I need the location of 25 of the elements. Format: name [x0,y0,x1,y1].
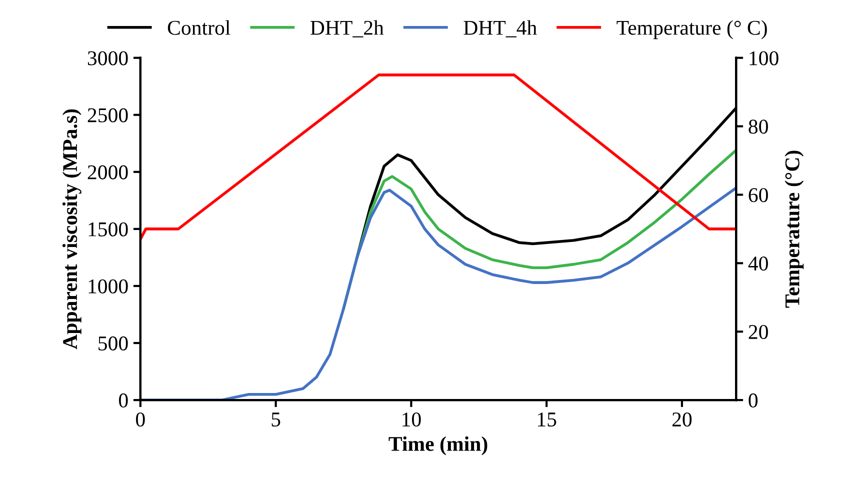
y-tick-label: 500 [98,336,128,350]
y-tick-label: 1000 [88,279,128,294]
y2-axis-title: Temperature (°C) [784,150,804,308]
y-tick-label: 1500 [88,222,128,236]
legend-label: DHT_4h [464,20,537,38]
x-tick-label: 0 [136,412,145,427]
legend-label: DHT_2h [310,20,384,38]
x-tick-label: 10 [402,412,421,427]
x-axis-title: Time (min) [388,436,488,456]
y2-tick-label: 40 [748,256,768,271]
y2-tick-label: 0 [748,393,758,408]
y-tick-label: 2000 [88,165,128,180]
y2-tick-label: 60 [748,188,768,202]
y-tick-label: 2500 [88,108,128,122]
x-tick-label: 15 [538,412,556,427]
x-tick-label: 20 [672,412,692,427]
y2-tick-label: 80 [748,120,768,134]
x-tick-label: 5 [272,412,280,427]
y-tick-label: 3000 [88,51,128,66]
y-tick-label: 0 [118,393,128,408]
y-axis-title: Apparent viscosity (MPa.s) [62,109,82,350]
legend-label: Control [168,20,230,35]
y2-tick-label: 20 [748,324,768,340]
y2-tick-label: 100 [750,51,778,66]
legend-label: Temperature (° C) [616,20,767,40]
